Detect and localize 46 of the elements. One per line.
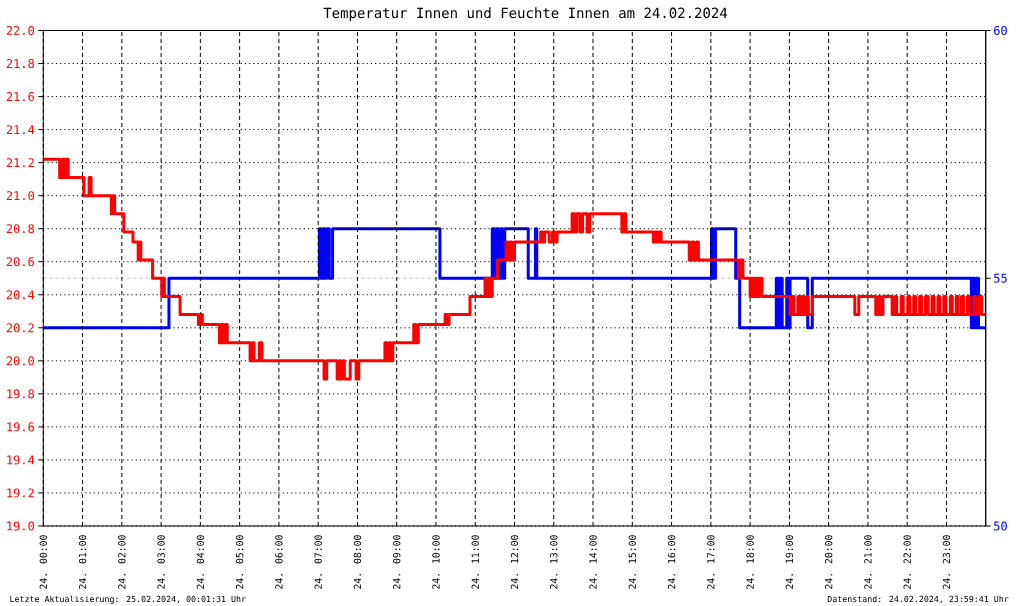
x-tick-label: 24. 23:00 [942,535,951,589]
x-tick-label: 24. 12:00 [510,535,519,589]
y-tick-label: 20.4 [6,290,35,300]
y2-tick-label: 60 [994,25,1007,36]
y-tick-label: 19.0 [7,521,35,531]
x-tick-label: 24. 00:00 [39,535,48,589]
x-tick-label: 24. 10:00 [432,535,440,589]
x-tick-label: 24. 05:00 [235,535,244,589]
y-tick-label: 21.6 [6,92,35,102]
x-tick-label: 24. 03:00 [157,535,165,589]
y-tick-label: 22.0 [6,25,35,36]
text: Letzte Aktualisierung: 25.02.2024, 00:01:31 Uhr [10,595,246,604]
y-tick-label: 20.2 [6,323,34,333]
x-tick-label: 24. 19:00 [785,535,794,589]
x-tick-label: 24. 14:00 [589,535,597,589]
x-tick-label: 24. 15:00 [628,535,637,589]
x-tick-label: 24. 01:00 [78,535,87,589]
x-tick-label: 24. 13:00 [550,535,558,589]
x-tick-label: 24. 08:00 [353,535,362,589]
y-tick-label: 19.8 [7,389,35,399]
x-tick-label: 24. 02:00 [118,535,126,589]
x-tick-label: 24. 04:00 [196,535,205,589]
x-tick-label: 24. 17:00 [707,535,715,589]
y-tick-label: 21.4 [6,125,35,135]
y-tick-label: 19.6 [7,422,35,432]
y-tick-label: 20.0 [6,356,35,366]
x-tick-label: 24. 22:00 [903,535,911,589]
text: Datenstand: 24.02.2024, 23:59:41 Uhr [827,595,1009,604]
x-tick-label: 24. 06:00 [275,535,283,589]
y-tick-label: 19.2 [7,488,34,498]
x-tick-label: 24. 18:00 [746,535,754,589]
y-tick-label: 21.8 [6,58,35,69]
y-tick-label: 21.2 [6,158,34,168]
y2-tick-label: 50 [994,521,1007,531]
y-tick-label: 19.4 [7,455,35,465]
x-tick-label: 24. 16:00 [667,535,676,589]
x-tick-label: 24. 11:00 [471,535,479,589]
y-tick-label: 20.6 [6,257,35,267]
y-tick-label: 20.8 [6,224,35,234]
y2-tick-label: 55 [994,273,1007,283]
x-tick-label: 24. 21:00 [864,535,872,589]
chart-title: Temperatur Innen und Feuchte Innen am 24.02.2024 [323,7,728,21]
y-tick-label: 21.0 [6,191,35,201]
x-tick-label: 24. 07:00 [314,535,322,589]
x-tick-label: 24. 09:00 [393,535,401,589]
x-tick-label: 24. 20:00 [824,535,833,589]
